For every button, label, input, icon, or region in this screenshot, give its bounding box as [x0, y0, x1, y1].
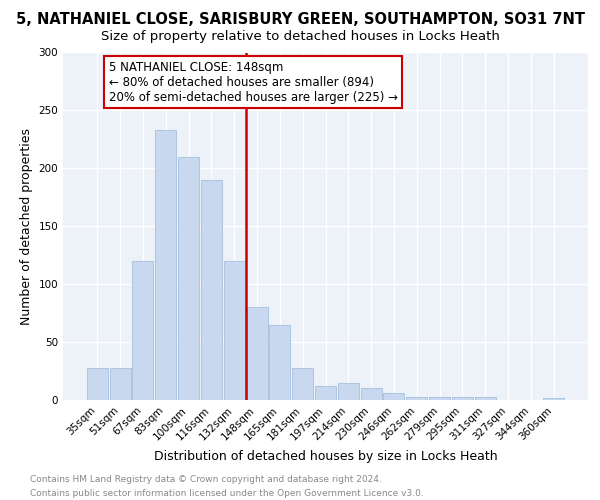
Text: Contains HM Land Registry data © Crown copyright and database right 2024.
Contai: Contains HM Land Registry data © Crown c…: [30, 476, 424, 498]
Text: Size of property relative to detached houses in Locks Heath: Size of property relative to detached ho…: [101, 30, 499, 43]
X-axis label: Distribution of detached houses by size in Locks Heath: Distribution of detached houses by size …: [154, 450, 497, 463]
Bar: [178, 157, 199, 400]
Bar: [475, 396, 496, 400]
Bar: [269, 324, 290, 400]
Bar: [201, 180, 222, 400]
Bar: [543, 398, 564, 400]
Bar: [247, 308, 268, 400]
Bar: [361, 388, 382, 400]
Bar: [133, 261, 154, 400]
Bar: [224, 261, 245, 400]
Bar: [429, 396, 450, 400]
Bar: [110, 368, 131, 400]
Text: 5 NATHANIEL CLOSE: 148sqm
← 80% of detached houses are smaller (894)
20% of semi: 5 NATHANIEL CLOSE: 148sqm ← 80% of detac…: [109, 60, 398, 104]
Bar: [155, 130, 176, 400]
Bar: [452, 396, 473, 400]
Bar: [292, 368, 313, 400]
Bar: [338, 382, 359, 400]
Y-axis label: Number of detached properties: Number of detached properties: [20, 128, 33, 325]
Text: 5, NATHANIEL CLOSE, SARISBURY GREEN, SOUTHAMPTON, SO31 7NT: 5, NATHANIEL CLOSE, SARISBURY GREEN, SOU…: [16, 12, 584, 28]
Bar: [87, 368, 108, 400]
Bar: [315, 386, 336, 400]
Bar: [383, 393, 404, 400]
Bar: [406, 396, 427, 400]
